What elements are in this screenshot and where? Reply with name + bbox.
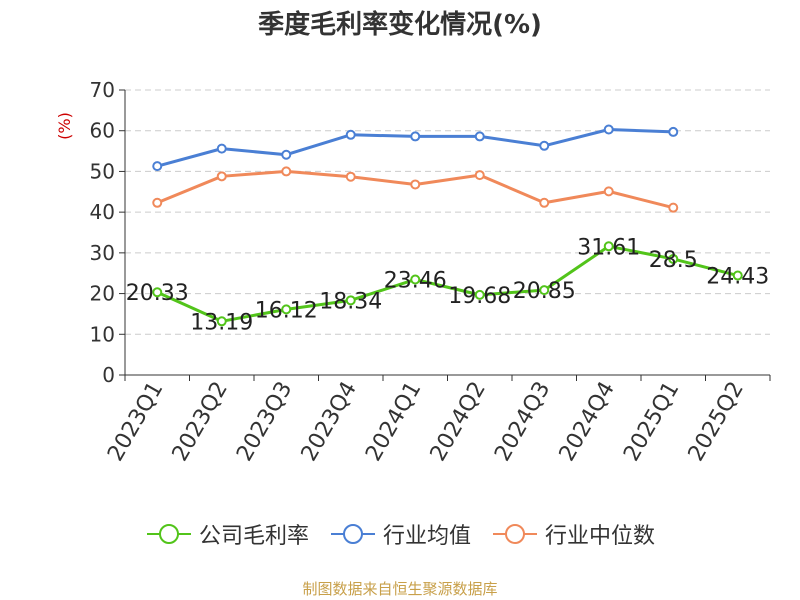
data-point	[152, 197, 163, 208]
y-tick-label: 10	[90, 322, 115, 346]
series-line-0	[156, 244, 739, 323]
data-point	[345, 129, 356, 140]
data-point	[539, 285, 550, 296]
data-point	[732, 270, 743, 281]
data-label: 16.12	[255, 298, 318, 323]
data-point	[281, 166, 292, 177]
y-tick-label: 60	[90, 119, 115, 143]
data-label: 18.34	[319, 289, 382, 314]
y-tick-label: 0	[102, 363, 115, 387]
data-point	[474, 131, 485, 142]
data-label: 28.5	[649, 248, 698, 273]
data-point	[668, 253, 679, 264]
legend-marker-company	[146, 524, 191, 544]
x-tick-label: 2023Q4	[297, 378, 362, 466]
data-label: 19.68	[448, 284, 511, 309]
data-point	[345, 171, 356, 182]
x-tick-label: 2024Q2	[426, 378, 491, 466]
chart-title: 季度毛利率变化情况(%)	[258, 10, 542, 40]
legend-marker-industry-mean	[330, 524, 375, 544]
data-point	[410, 131, 421, 142]
y-tick-label: 70	[90, 78, 115, 102]
data-label: 20.33	[126, 281, 189, 306]
source-note: 制图数据来自恒生聚源数据库	[302, 580, 498, 598]
data-point	[281, 149, 292, 160]
data-point	[603, 241, 614, 252]
y-tick-label: 30	[90, 241, 115, 265]
x-tick-label: 2025Q2	[684, 378, 749, 466]
legend-item-industry-median[interactable]: 行业中位数	[491, 518, 655, 550]
data-point	[216, 171, 227, 182]
data-point	[410, 179, 421, 190]
data-point	[410, 274, 421, 285]
y-tick-label: 50	[90, 159, 115, 183]
x-tick-label: 2023Q1	[103, 378, 168, 466]
legend-item-industry-mean[interactable]: 行业均值	[329, 518, 471, 550]
legend-label: 行业中位数	[545, 524, 656, 549]
y-tick-label: 20	[90, 282, 115, 306]
x-tick-label: 2025Q1	[619, 378, 684, 466]
series-lines	[152, 124, 743, 327]
y-axis-title: (%)	[55, 112, 74, 140]
x-tick-label: 2023Q2	[168, 378, 233, 466]
data-point	[216, 316, 227, 327]
data-point	[345, 295, 356, 306]
data-point	[474, 289, 485, 300]
data-point	[603, 124, 614, 135]
data-label: 20.85	[513, 279, 576, 304]
data-label: 31.61	[577, 235, 640, 260]
legend-item-company[interactable]: 公司毛利率	[145, 518, 309, 550]
x-tick-label: 2024Q4	[555, 378, 620, 466]
grid-lines	[125, 89, 770, 335]
legend-label: 公司毛利率	[198, 524, 309, 549]
x-tick-label: 2023Q3	[232, 378, 297, 466]
data-point	[152, 287, 163, 298]
series-line-2	[156, 169, 674, 210]
data-point	[668, 202, 679, 213]
y-tick-label: 40	[90, 200, 115, 224]
data-label: 24.43	[706, 265, 769, 290]
x-tick-label: 2024Q1	[361, 378, 426, 466]
data-point	[281, 304, 292, 315]
legend: 公司毛利率 行业均值 行业中位数	[0, 518, 800, 550]
legend-label: 行业均值	[382, 524, 471, 549]
data-point	[603, 186, 614, 197]
data-point	[539, 140, 550, 151]
data-label: 13.19	[190, 310, 253, 335]
data-point	[668, 126, 679, 137]
data-point	[216, 143, 227, 154]
legend-marker-industry-median	[493, 524, 537, 544]
data-point	[152, 161, 163, 172]
data-point	[474, 170, 485, 181]
data-label: 23.46	[384, 268, 447, 293]
data-point	[539, 197, 550, 208]
x-tick-label: 2024Q3	[490, 378, 555, 466]
